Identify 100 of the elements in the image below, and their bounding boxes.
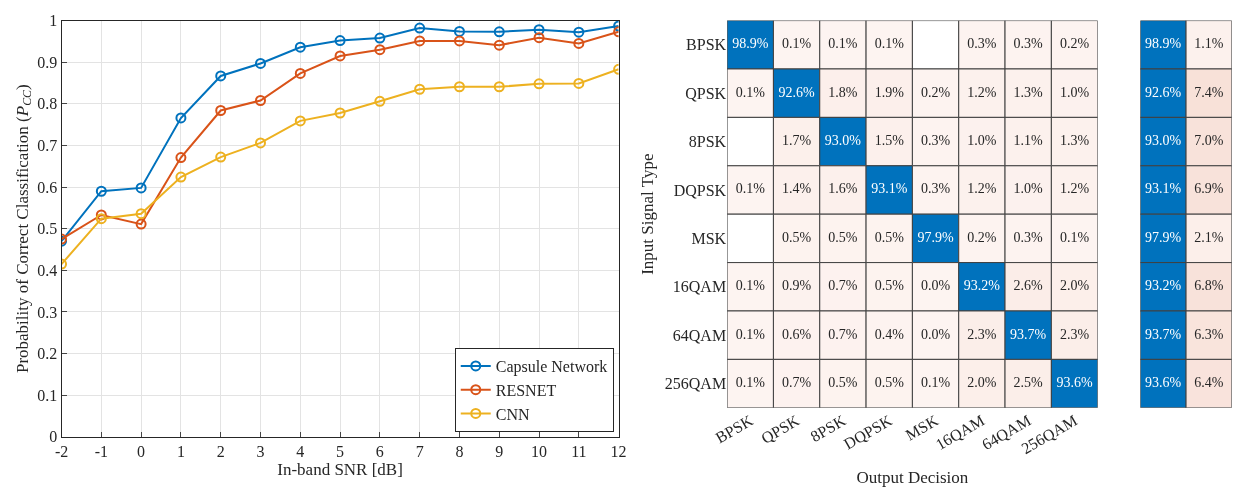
data-label: 1.0% [1013,181,1044,197]
data-label: 0.5% [828,229,858,245]
point [334,35,346,47]
point [334,107,346,119]
data-label: 1.5% [874,133,905,149]
data-label: 0.7% [782,375,812,391]
point [573,26,585,38]
data-label: 93.2% [1145,278,1182,294]
data-label: 0.7% [828,278,858,294]
data-label: 1.2% [967,84,997,100]
x-tick-label: 7 [415,443,424,461]
point [215,104,227,116]
data-label: 0.1% [828,36,858,52]
y-tick-label: 0.8 [37,95,58,113]
legend-label: Capsule Network [495,358,608,377]
y-tick-label: QPSK [685,84,727,102]
y-tick-label: 1 [49,12,58,30]
data-label: 0.1% [735,84,766,100]
point [573,77,585,89]
point [175,152,187,164]
data-label: 93.0% [1145,133,1182,149]
data-label: 0.5% [828,375,858,391]
data-label: 0.5% [782,229,812,245]
data-label: 93.6% [1056,375,1093,391]
data-label: 0.3% [920,181,951,197]
data-label: 0.7% [828,326,858,342]
data-label: 97.9% [917,229,954,245]
data-label: 2.6% [1013,278,1044,294]
data-label: 0.5% [874,375,905,391]
data-label: 0.1% [735,181,766,197]
data-label: 0.6% [782,326,812,342]
data-label: 0.1% [735,375,766,391]
x-tick-label: 12 [610,443,627,461]
point [175,171,187,183]
data-label: 98.9% [1145,36,1182,52]
point [414,83,426,95]
point [215,70,227,82]
data-label: 0.5% [874,229,905,245]
point [453,35,465,47]
data-label: 93.7% [1010,326,1047,342]
y-tick-label: 64QAM [672,326,727,344]
x-tick-label: 4 [296,443,305,461]
y-tick-label: MSK [691,229,727,247]
data-label: 1.7% [782,133,812,149]
data-label: 1.0% [1059,84,1090,100]
point [95,209,107,221]
point [294,41,306,53]
y-axis-title: Input Signal Type [638,153,658,275]
data-label: 93.1% [871,181,908,197]
point [493,39,505,51]
data-label: 0.4% [874,326,905,342]
data-label: 98.9% [732,36,769,52]
x-tick-label: -2 [54,443,69,461]
point [294,115,306,127]
point [374,32,386,44]
data-label: 7.4% [1194,84,1224,100]
point [493,81,505,93]
point [215,151,227,163]
data-label: 2.1% [1194,229,1224,245]
data-label: 0.1% [735,326,766,342]
data-label: 6.9% [1194,181,1224,197]
data-label: 93.1% [1145,181,1182,197]
data-label: 0.3% [1013,229,1044,245]
data-label: 0.1% [920,375,951,391]
x-tick-label: 0 [137,443,146,461]
data-label: 7.0% [1194,133,1224,149]
data-label: 0.1% [735,278,766,294]
data-label: 0.3% [967,36,997,52]
point [294,67,306,79]
point [414,22,426,34]
x-tick-label: -1 [94,443,108,461]
data-label: 0.2% [920,84,951,100]
x-tick-label: 8 [455,443,464,461]
data-label: 1.8% [828,84,858,100]
x-tick-label: 1 [176,443,185,461]
x-tick-label: 9 [495,443,504,461]
data-label: 1.1% [1013,133,1044,149]
data-label: 92.6% [778,84,816,100]
point [95,213,107,225]
data-label: 0.5% [874,278,905,294]
x-axis-title: Output Decision [856,468,969,488]
point [255,137,266,149]
y-tick-label: 16QAM [672,278,727,296]
data-label: 1.0% [967,133,997,149]
y-tick-label: 0.6 [37,178,58,196]
data-label: 97.9% [1145,229,1182,245]
point [493,26,505,38]
data-label: 1.9% [874,84,905,100]
x-axis-title: In-band SNR [dB] [277,460,403,480]
y-tick-label: 0.7 [37,137,58,155]
x-tick-label: 3 [256,443,265,461]
data-label: 0.9% [782,278,812,294]
data-label: 1.2% [967,181,997,197]
data-label: 0.1% [1059,229,1090,245]
point [573,37,585,49]
y-tick-label: 0.4 [37,261,58,279]
point [135,182,147,194]
y-tick-label: 8PSK [688,133,727,151]
data-label: 2.5% [1013,375,1044,391]
data-label: 0.1% [782,36,812,52]
